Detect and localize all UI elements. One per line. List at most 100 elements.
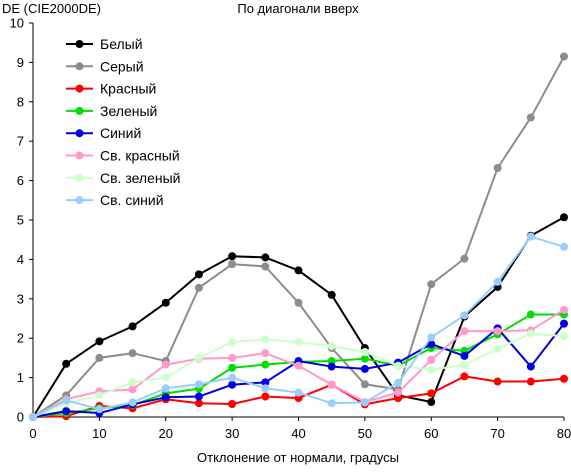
y-tick-label: 4 [17, 252, 24, 267]
legend-label: Св. красный [100, 148, 180, 164]
data-point [62, 407, 71, 416]
data-point [261, 335, 270, 344]
legend-label: Серый [100, 58, 144, 74]
data-point [360, 398, 369, 407]
series-8 [29, 232, 568, 421]
data-point [327, 342, 336, 351]
data-point [228, 338, 237, 347]
y-tick-label: 0 [17, 410, 24, 425]
data-point [62, 359, 71, 368]
data-point [526, 362, 535, 371]
legend-item: Св. синий [66, 192, 164, 208]
x-axis-label: Отклонение от нормали, градусы [197, 450, 399, 465]
data-point [560, 305, 568, 314]
data-point [194, 270, 203, 279]
data-point [460, 327, 469, 336]
x-tick-label: 40 [291, 426, 305, 441]
data-point [394, 394, 403, 403]
data-point [194, 380, 203, 389]
series-6 [29, 305, 568, 421]
data-point [128, 378, 137, 387]
data-point [228, 363, 237, 372]
data-point [161, 384, 170, 393]
data-point [194, 399, 203, 408]
data-point [327, 290, 336, 299]
legend-item: Св. зеленый [66, 170, 180, 186]
data-point [228, 373, 237, 382]
series-layer [29, 52, 568, 421]
data-point [526, 232, 535, 241]
data-point [261, 253, 270, 262]
legend-swatch-marker [75, 40, 84, 48]
legend-label: Св. синий [100, 192, 164, 208]
data-point [560, 242, 568, 251]
data-point [294, 388, 303, 397]
series-7 [29, 329, 568, 421]
data-point [95, 337, 104, 346]
data-point [228, 252, 237, 261]
data-point [95, 405, 104, 414]
data-point [560, 332, 568, 341]
data-point [161, 393, 170, 402]
data-point [294, 338, 303, 347]
data-point [228, 260, 237, 269]
series-3 [29, 372, 568, 421]
data-point [526, 113, 535, 122]
y-tick-label: 9 [17, 55, 24, 70]
data-point [294, 266, 303, 275]
legend-item: Синий [66, 125, 141, 141]
data-point [95, 391, 104, 400]
data-point [493, 327, 502, 336]
x-tick-label: 80 [557, 426, 571, 441]
data-point [228, 353, 237, 362]
y-axis-label: DE (CIE2000DE) [2, 1, 101, 16]
data-point [194, 353, 203, 362]
legend-item: Красный [66, 81, 156, 97]
data-point [493, 344, 502, 353]
data-point [427, 280, 436, 289]
legend-label: Зеленый [100, 103, 157, 119]
y-tick-label: 8 [17, 94, 24, 109]
legend-item: Св. красный [66, 148, 180, 164]
x-tick-label: 30 [225, 426, 239, 441]
data-point [29, 413, 37, 421]
data-point [327, 380, 336, 389]
y-tick-label: 2 [17, 331, 24, 346]
data-point [493, 277, 502, 286]
data-point [228, 399, 237, 408]
data-point [261, 384, 270, 393]
data-point [427, 365, 436, 374]
data-point [327, 399, 336, 408]
legend-label: Св. зеленый [100, 170, 180, 186]
y-tick-label: 3 [17, 291, 24, 306]
y-tick-label: 5 [17, 213, 24, 228]
data-point [493, 163, 502, 172]
data-point [294, 394, 303, 403]
data-point [161, 373, 170, 382]
data-point [560, 319, 568, 328]
data-point [228, 380, 237, 389]
x-tick-label: 0 [29, 426, 36, 441]
data-point [327, 362, 336, 371]
axes: 0 1 2 3 4 5 6 7 8 9 10 0 10 20 30 40 50 60 70 80 [10, 16, 571, 442]
data-point [394, 378, 403, 387]
data-point [560, 374, 568, 383]
chart-title: По диагонали вверх [237, 1, 359, 16]
legend-item: Белый [66, 36, 143, 52]
data-point [460, 372, 469, 381]
data-point [427, 340, 436, 349]
data-point [161, 298, 170, 307]
data-point [261, 378, 270, 387]
data-point [526, 377, 535, 386]
data-point [427, 355, 436, 364]
data-point [261, 392, 270, 401]
data-point [360, 380, 369, 389]
data-point [560, 213, 568, 222]
data-point [427, 389, 436, 398]
series-line [32, 216, 565, 418]
data-point [294, 298, 303, 307]
data-point [394, 388, 403, 397]
data-point [493, 377, 502, 386]
data-point [360, 347, 369, 356]
